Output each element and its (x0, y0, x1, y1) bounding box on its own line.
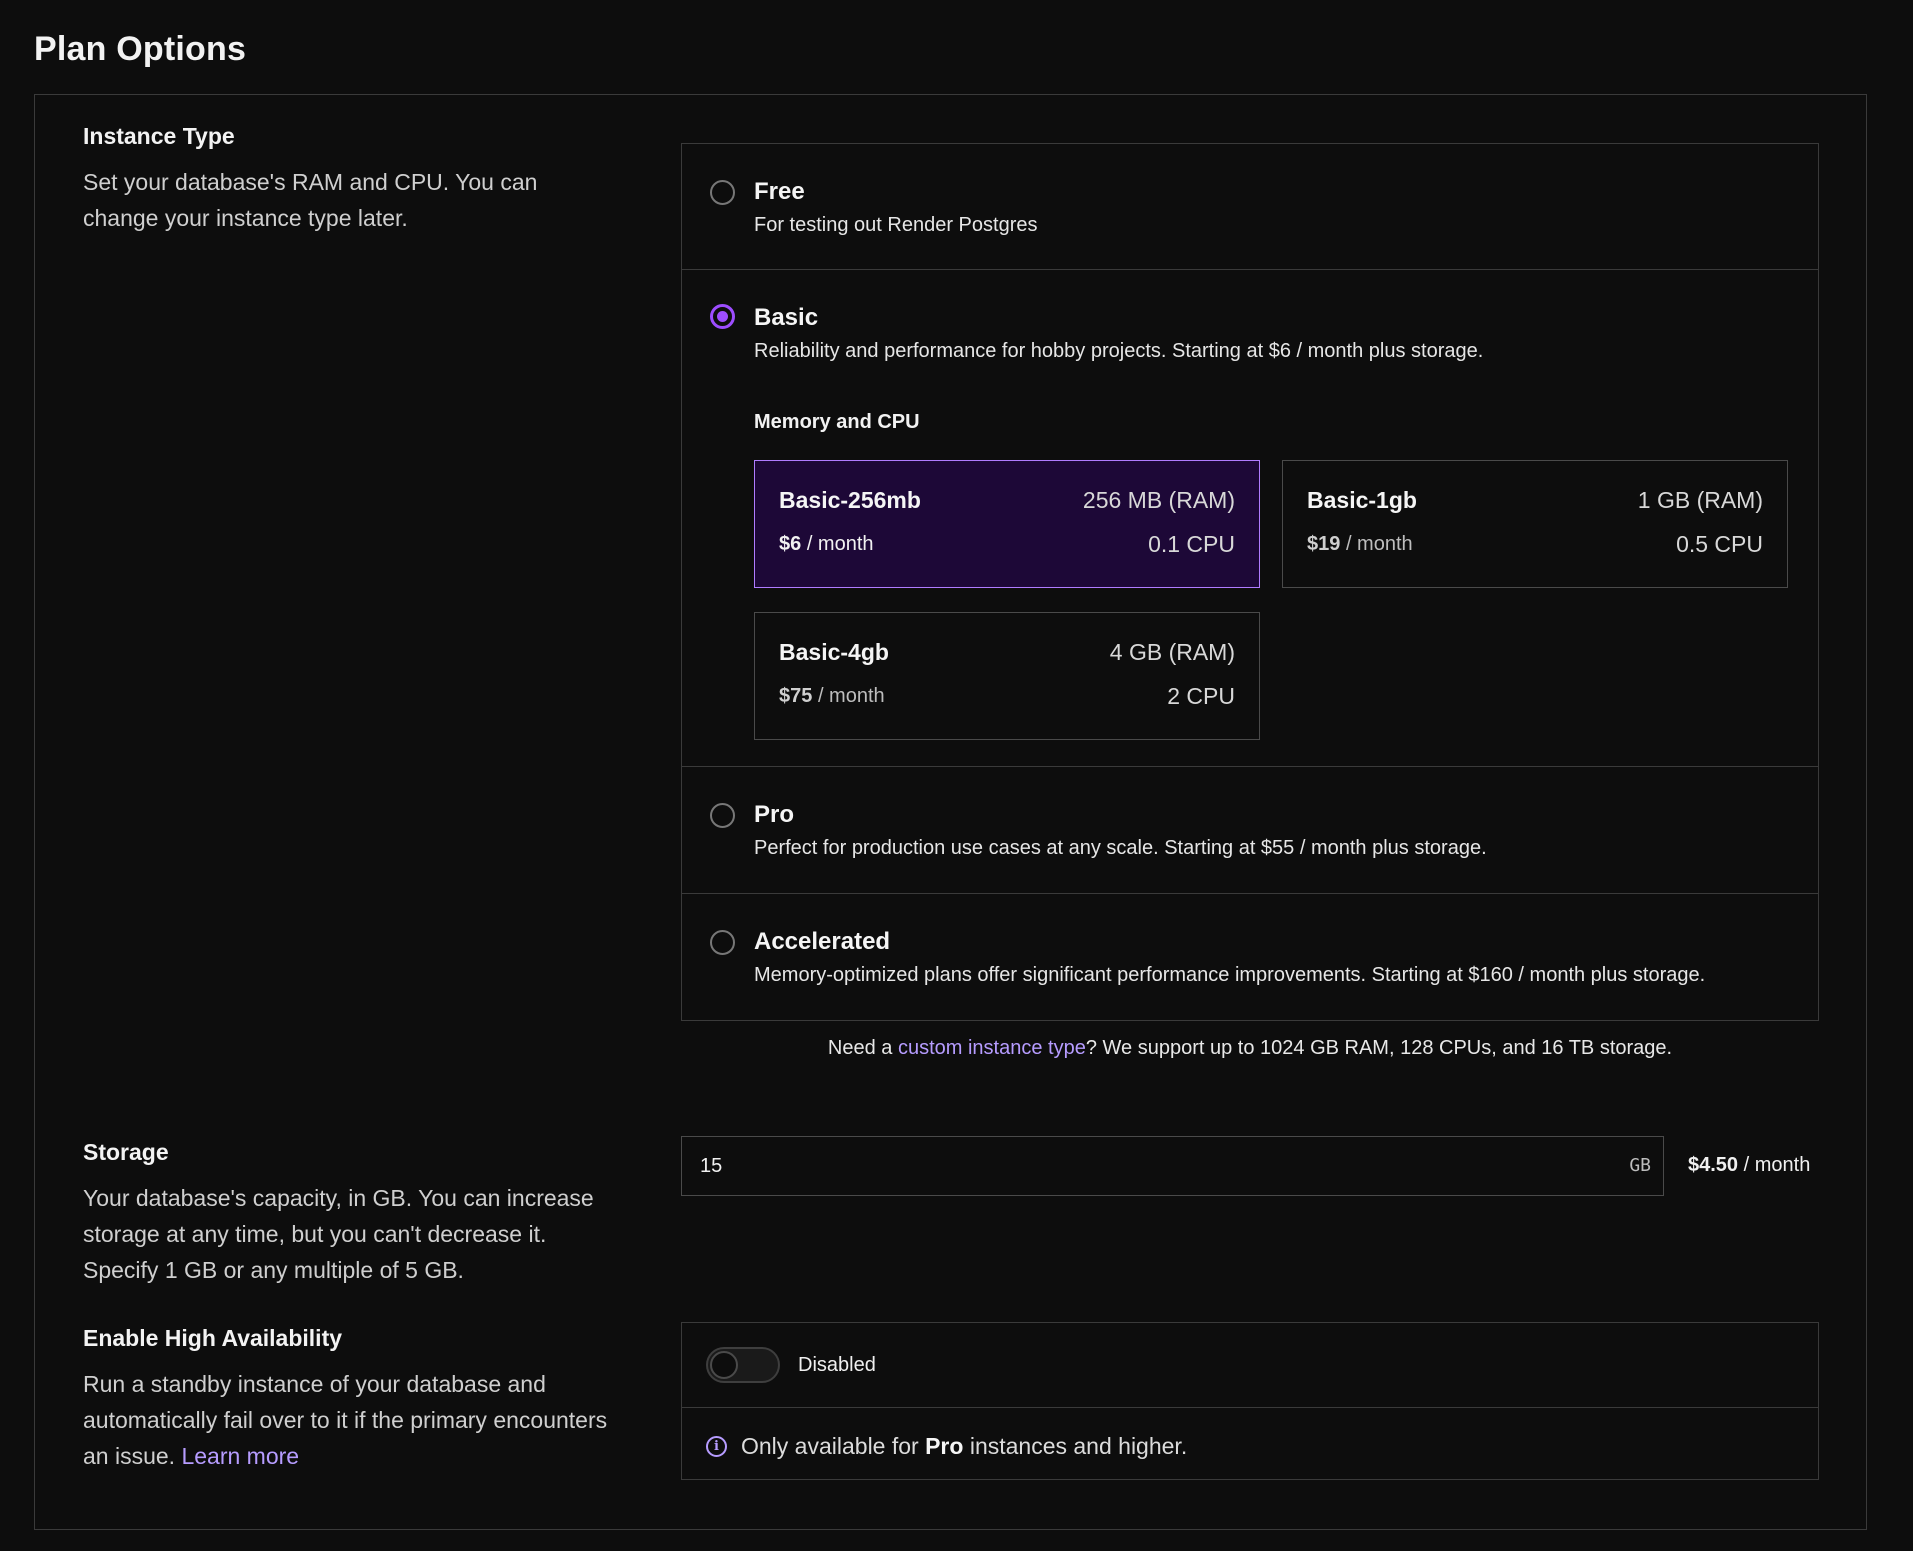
storage-heading: Storage (83, 1139, 169, 1165)
plan-option-accelerated[interactable]: Accelerated Memory-optimized plans offer… (682, 894, 1818, 1020)
toggle-knob (710, 1351, 738, 1379)
radio-accelerated[interactable] (710, 930, 735, 955)
tier-price: $75 / month (779, 685, 885, 708)
learn-more-link[interactable]: Learn more (181, 1443, 300, 1469)
instance-type-options: Free For testing out Render Postgres Bas… (681, 143, 1819, 1021)
high-availability-section: Enable High Availability Run a standby i… (83, 1325, 623, 1474)
tier-ram: 256 MB (RAM) (1082, 487, 1235, 513)
tier-price: $6 / month (779, 533, 874, 556)
storage-input[interactable] (682, 1137, 1582, 1195)
radio-basic[interactable] (710, 304, 735, 329)
storage-section: Storage Your database's capacity, in GB.… (83, 1139, 623, 1288)
plan-name: Basic (754, 304, 819, 331)
plan-name: Pro (754, 801, 795, 828)
plan-description: For testing out Render Postgres (754, 214, 1038, 236)
plan-options-panel: Instance Type Set your database's RAM an… (34, 94, 1867, 1530)
note-suffix: instances and higher. (963, 1433, 1188, 1459)
tier-name: Basic-4gb (779, 639, 889, 665)
plan-name: Accelerated (754, 928, 891, 955)
storage-field[interactable]: GB (681, 1136, 1664, 1196)
tier-ram: 4 GB (RAM) (1109, 639, 1235, 665)
tier-price-period: / month (806, 533, 874, 555)
storage-price-amount: $4.50 (1688, 1154, 1739, 1176)
plan-option-free[interactable]: Free For testing out Render Postgres (682, 144, 1818, 270)
high-availability-text: Run a standby instance of your database … (83, 1371, 608, 1469)
tier-name: Basic-1gb (1307, 487, 1417, 513)
plan-name: Free (754, 178, 805, 205)
tier-price-period: / month (1345, 533, 1413, 555)
custom-instance-note: Need a custom instance type? We support … (681, 1037, 1819, 1060)
info-icon: i (706, 1436, 727, 1457)
storage-description: Your database's capacity, in GB. You can… (83, 1185, 594, 1283)
tier-cpu: 0.5 CPU (1676, 531, 1763, 557)
tier-price-amount: $75 (779, 685, 813, 707)
tier-price-period: / month (817, 685, 885, 707)
instance-type-section: Instance Type Set your database's RAM an… (83, 123, 623, 236)
tier-price-amount: $19 (1307, 533, 1341, 555)
tier-basic-256mb[interactable]: Basic-256mb 256 MB (RAM) $6 / month 0.1 … (754, 460, 1260, 588)
memory-cpu-label: Memory and CPU (754, 411, 920, 433)
custom-note-prefix: Need a (827, 1037, 898, 1059)
tier-basic-1gb[interactable]: Basic-1gb 1 GB (RAM) $19 / month 0.5 CPU (1282, 460, 1788, 588)
custom-note-suffix: ? We support up to 1024 GB RAM, 128 CPUs… (1085, 1037, 1673, 1059)
tier-price: $19 / month (1307, 533, 1413, 556)
note-bold: Pro (925, 1433, 964, 1459)
tier-cpu: 0.1 CPU (1148, 531, 1235, 557)
radio-free[interactable] (710, 180, 735, 205)
custom-instance-type-link[interactable]: custom instance type (897, 1037, 1086, 1059)
toggle-status-label: Disabled (798, 1354, 876, 1376)
tier-basic-4gb[interactable]: Basic-4gb 4 GB (RAM) $75 / month 2 CPU (754, 612, 1260, 740)
tier-cpu: 2 CPU (1167, 683, 1235, 709)
instance-type-heading: Instance Type (83, 123, 235, 149)
tier-price-amount: $6 (779, 533, 802, 555)
storage-price: $4.50 / month (1688, 1154, 1810, 1177)
high-availability-toggle[interactable] (706, 1347, 780, 1383)
plan-option-basic[interactable]: Basic Reliability and performance for ho… (682, 270, 1818, 767)
high-availability-box: Disabled i Only available for Pro instan… (681, 1322, 1819, 1480)
storage-unit: GB (1629, 1155, 1651, 1176)
high-availability-description: Run a standby instance of your database … (83, 1366, 628, 1474)
note-prefix: Only available for (741, 1433, 919, 1459)
high-availability-toggle-row: Disabled (682, 1323, 1818, 1408)
page-title: Plan Options (34, 30, 247, 68)
plan-description: Reliability and performance for hobby pr… (754, 340, 1484, 362)
plan-description: Memory-optimized plans offer significant… (754, 964, 1706, 986)
tier-name: Basic-256mb (779, 487, 921, 513)
tier-ram: 1 GB (RAM) (1637, 487, 1763, 513)
storage-price-period: / month (1743, 1154, 1811, 1176)
high-availability-note: i Only available for Pro instances and h… (706, 1433, 1187, 1460)
plan-option-pro[interactable]: Pro Perfect for production use cases at … (682, 767, 1818, 894)
instance-type-description: Set your database's RAM and CPU. You can… (83, 169, 538, 231)
high-availability-heading: Enable High Availability (83, 1325, 343, 1351)
radio-pro[interactable] (710, 803, 735, 828)
plan-description: Perfect for production use cases at any … (754, 837, 1487, 859)
